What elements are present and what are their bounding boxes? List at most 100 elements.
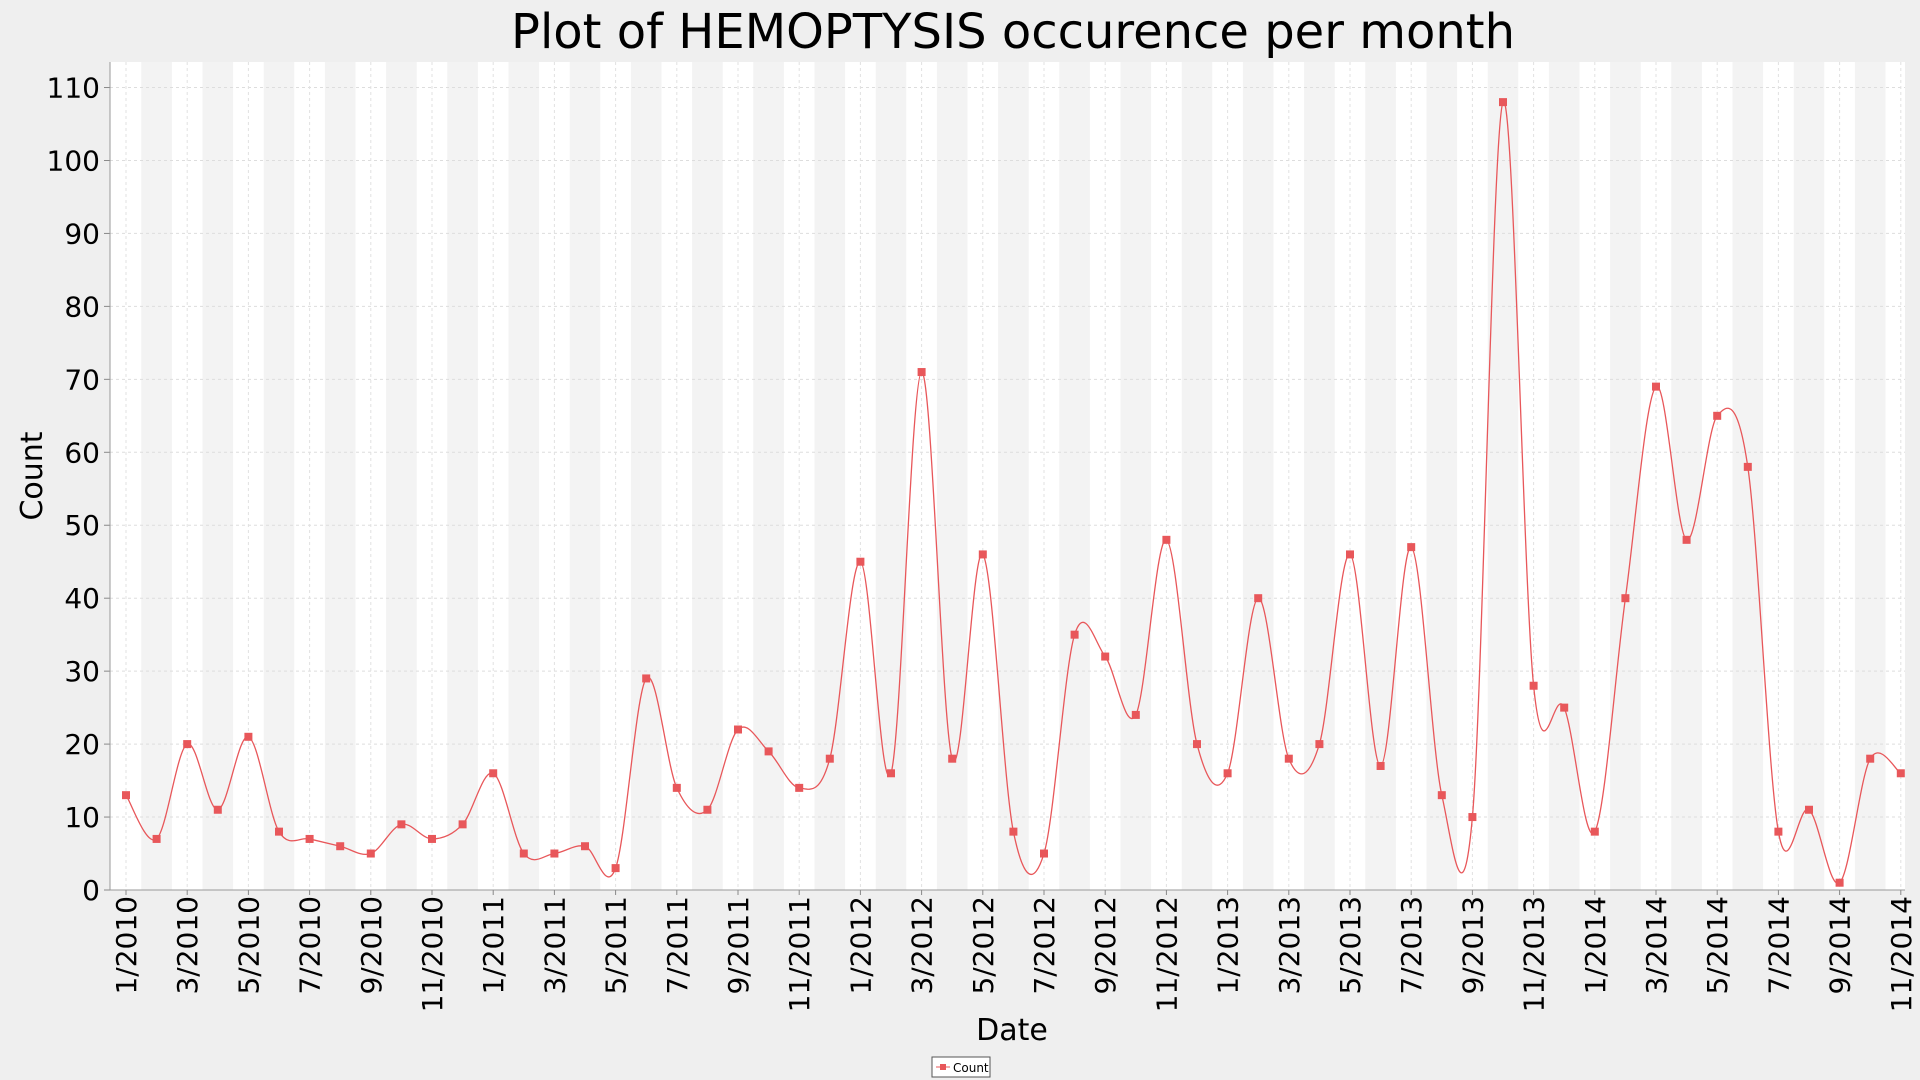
month-band — [324, 62, 356, 890]
plot-area — [110, 62, 1905, 891]
y-tick-label: 0 — [82, 874, 100, 907]
data-point-1/2012 — [856, 557, 865, 566]
data-point-7/2012 — [1040, 849, 1048, 858]
x-tick-label: 9/2011 — [722, 896, 755, 995]
data-point-1/2014 — [1590, 827, 1599, 836]
data-point-4/2014 — [1682, 535, 1691, 544]
x-tick-label: 11/2010 — [416, 896, 449, 1012]
data-point-7/2013 — [1407, 543, 1416, 552]
month-band — [692, 62, 723, 890]
month-band — [386, 62, 417, 890]
x-tick-label: 1/2013 — [1212, 896, 1245, 995]
x-tick-label: 5/2012 — [967, 896, 1000, 995]
data-point-5/2012 — [978, 550, 987, 559]
x-tick-label: 5/2010 — [232, 896, 265, 995]
data-point-4/2012 — [948, 754, 957, 763]
data-point-6/2011 — [642, 674, 651, 683]
x-tick-label: 9/2014 — [1824, 896, 1857, 995]
data-point-1/2013 — [1223, 769, 1232, 778]
data-point-4/2011 — [581, 842, 589, 851]
x-tick-label: 9/2010 — [355, 896, 388, 995]
data-point-2/2014 — [1621, 594, 1630, 603]
data-point-12/2013 — [1560, 703, 1569, 712]
y-tick-label: 50 — [64, 509, 100, 542]
month-band — [447, 62, 478, 890]
data-point-2/2013 — [1254, 594, 1263, 603]
y-tick-label: 10 — [64, 801, 100, 834]
y-tick-label: 20 — [64, 728, 100, 761]
data-point-7/2014 — [1774, 827, 1783, 836]
data-point-2/2010 — [152, 834, 161, 843]
data-point-11/2013 — [1529, 681, 1538, 690]
x-tick-label: 1/2014 — [1579, 896, 1612, 995]
month-band — [1732, 62, 1764, 890]
month-band — [1120, 62, 1152, 890]
data-point-10/2014 — [1866, 754, 1875, 763]
y-axis-label: Count — [15, 431, 50, 520]
x-tick-label: 7/2014 — [1762, 896, 1795, 995]
month-band — [1426, 62, 1458, 890]
x-tick-label: 3/2012 — [906, 896, 939, 995]
x-tick-label: 7/2010 — [294, 896, 327, 995]
month-band — [569, 62, 601, 890]
data-point-3/2012 — [917, 368, 926, 377]
data-point-9/2012 — [1101, 652, 1110, 661]
x-tick-label: 11/2014 — [1885, 896, 1918, 1012]
series-markers — [122, 98, 1905, 887]
data-point-1/2011 — [489, 769, 498, 778]
month-band — [1671, 62, 1702, 890]
month-band — [1548, 62, 1580, 890]
data-point-6/2013 — [1376, 761, 1385, 770]
x-tick-label: 9/2013 — [1456, 896, 1489, 995]
data-point-8/2012 — [1070, 630, 1079, 639]
legend-marker — [940, 1064, 946, 1070]
month-band — [1059, 62, 1090, 890]
data-point-11/2010 — [428, 834, 436, 843]
data-point-10/2012 — [1131, 710, 1140, 719]
x-tick-label: 1/2012 — [844, 896, 877, 995]
month-band — [1365, 62, 1396, 890]
legend-box — [931, 1056, 991, 1078]
data-point-6/2012 — [1009, 827, 1018, 836]
month-bands — [141, 62, 1886, 890]
x-tick-label: 1/2010 — [110, 896, 143, 995]
y-tick-label: 30 — [64, 655, 100, 688]
y-tick-label: 90 — [64, 217, 100, 250]
data-point-10/2011 — [764, 747, 773, 756]
data-point-3/2011 — [550, 849, 559, 858]
data-point-7/2010 — [305, 834, 314, 843]
data-point-8/2013 — [1437, 791, 1446, 800]
data-point-11/2012 — [1162, 535, 1171, 544]
data-point-6/2010 — [275, 827, 283, 836]
data-point-9/2011 — [734, 725, 742, 734]
data-point-9/2010 — [366, 849, 375, 858]
data-point-12/2012 — [1193, 740, 1201, 749]
data-point-9/2014 — [1835, 878, 1844, 887]
data-point-10/2013 — [1499, 98, 1507, 107]
data-point-9/2013 — [1468, 813, 1477, 822]
x-tick-label: 5/2011 — [600, 896, 633, 995]
data-point-5/2013 — [1346, 550, 1354, 559]
x-tick-label: 7/2013 — [1395, 896, 1428, 995]
data-point-2/2011 — [519, 849, 528, 858]
data-point-4/2010 — [213, 805, 222, 814]
month-band — [875, 62, 907, 890]
x-tick-label: 3/2010 — [171, 896, 204, 995]
y-tick-label: 80 — [64, 290, 100, 323]
x-axis: 1/2010 3/2010 5/2010 7/2010 9/2010 11/2010 1/2… — [110, 889, 1918, 1012]
y-tick-label: 110 — [47, 72, 100, 105]
x-tick-label: 3/2014 — [1640, 896, 1673, 995]
month-band — [1854, 62, 1886, 890]
data-point-12/2010 — [458, 820, 467, 829]
data-point-2/2012 — [887, 769, 895, 778]
data-point-4/2013 — [1315, 740, 1324, 749]
chart-title: Plot of HEMOPTYSIS occurence per month — [511, 4, 1515, 60]
month-band — [263, 62, 295, 890]
x-tick-label: 11/2013 — [1518, 896, 1551, 1012]
month-band — [141, 62, 172, 890]
data-point-3/2010 — [183, 740, 192, 749]
y-tick-label: 70 — [64, 363, 100, 396]
y-tick-label: 60 — [64, 436, 100, 469]
month-band — [202, 62, 234, 890]
